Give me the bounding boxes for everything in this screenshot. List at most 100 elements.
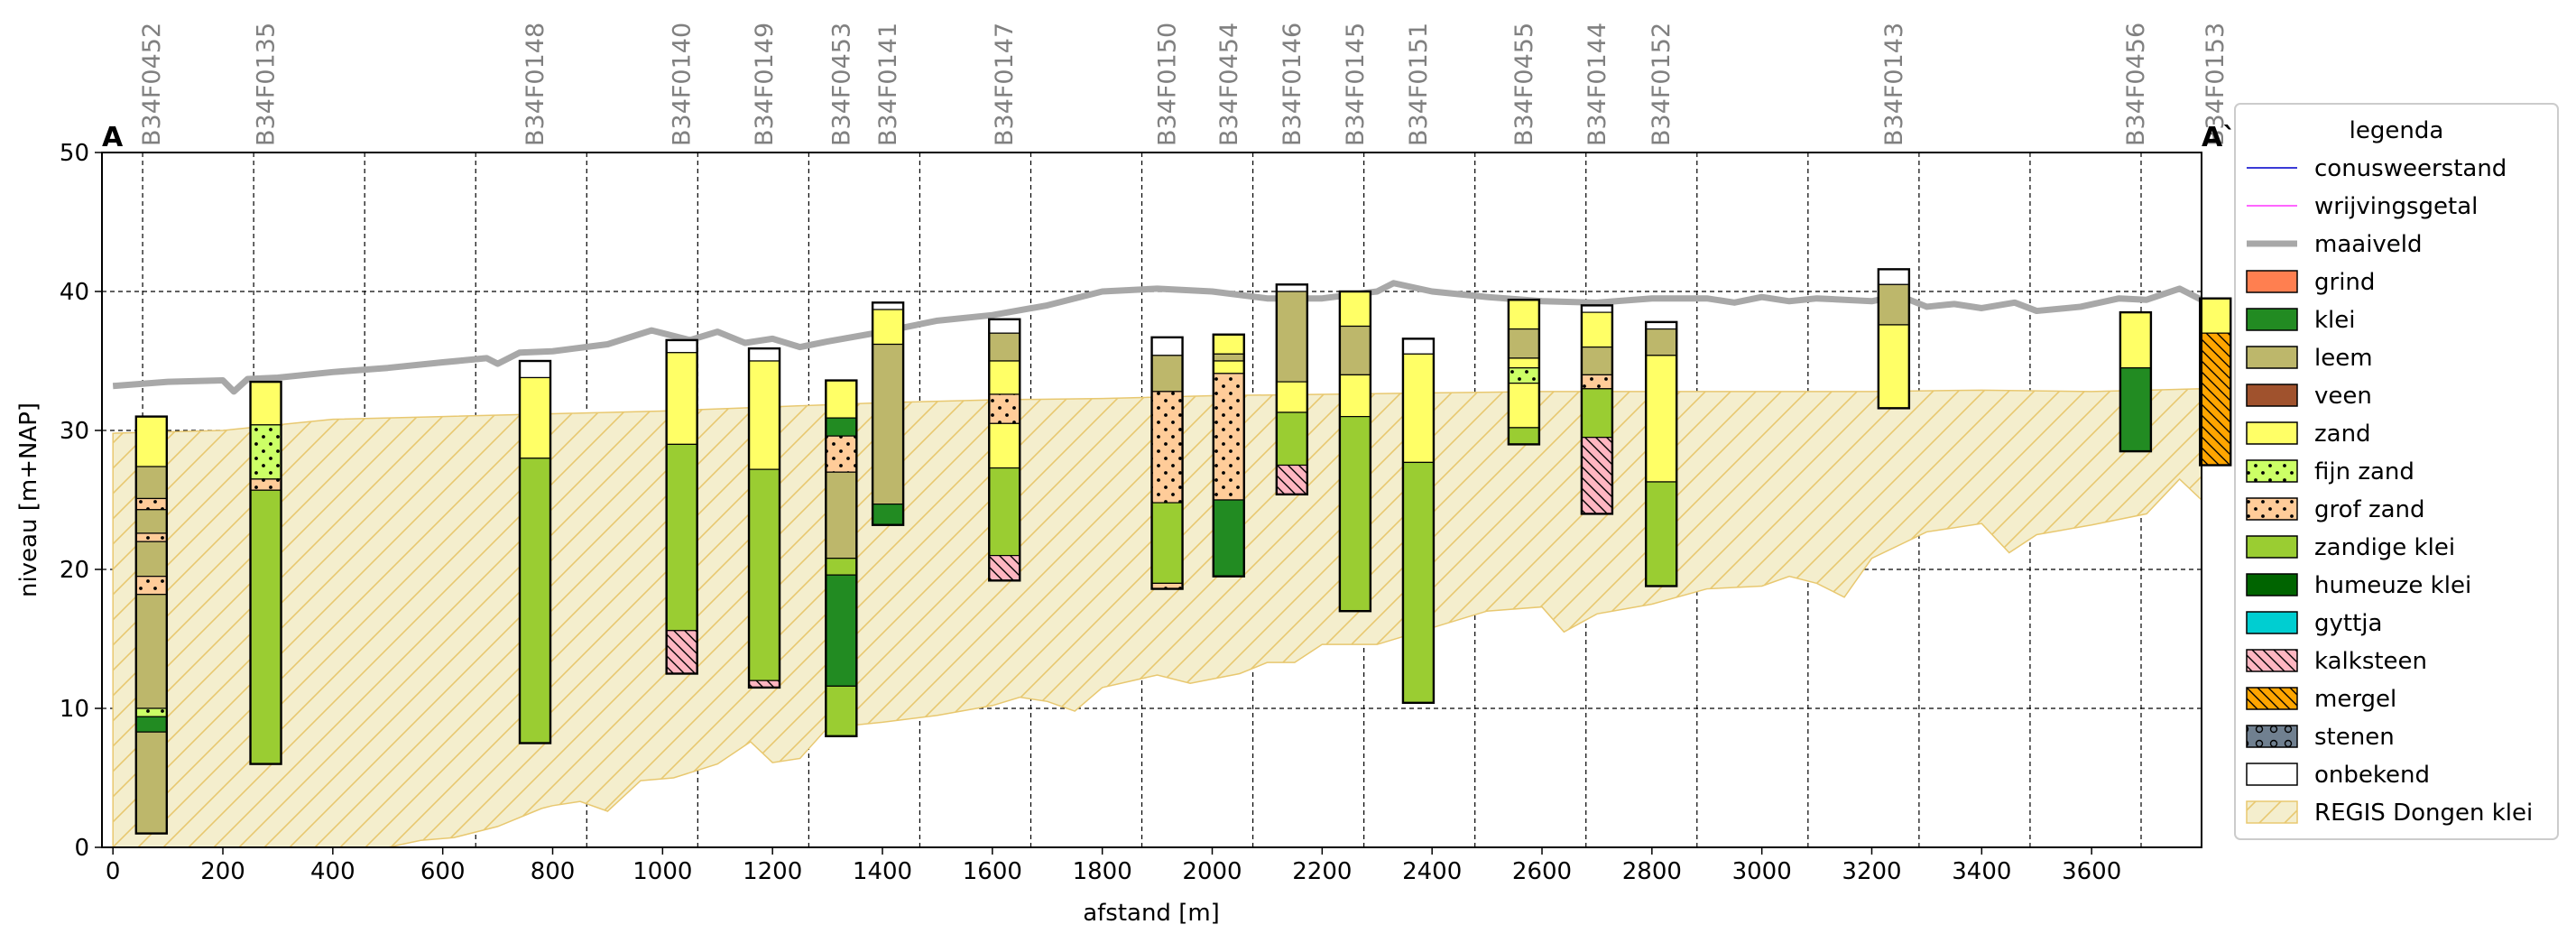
legend-label: maaiveld (2314, 231, 2423, 258)
borehole-layer (2119, 311, 2152, 369)
borehole-label: B34F0144 (1583, 23, 1611, 146)
legend-swatch (2246, 384, 2298, 407)
borehole-layer (1339, 291, 1371, 328)
borehole-layer (135, 716, 168, 733)
borehole-layer (988, 467, 1020, 557)
borehole-layer-hatch (1213, 373, 1244, 500)
borehole-labels: B34F0452 B34F0135 B34F0148 B34F0140 B34F0149… (138, 23, 2230, 146)
legend-swatch (2246, 611, 2298, 634)
plot-frame (101, 152, 2202, 848)
borehole-outline (2199, 297, 2232, 467)
borehole-layer (1581, 388, 1613, 439)
borehole-column (2199, 297, 2232, 467)
borehole-outline (1401, 337, 1436, 705)
borehole-column (1507, 299, 1541, 446)
borehole-column (1150, 336, 1184, 590)
legend-swatch (2246, 346, 2298, 369)
borehole-layer (1508, 383, 1540, 429)
borehole-layer (1645, 355, 1677, 483)
legend-label: klei (2314, 307, 2356, 334)
borehole-layer-hatch (989, 555, 1020, 581)
legend-item: conusweerstand (2247, 155, 2507, 182)
legend-swatch-hatch (2247, 460, 2297, 482)
legend-swatch-hatch (2247, 650, 2297, 671)
borehole-layer (135, 541, 168, 578)
x-axis-label: afstand [m] (1083, 900, 1220, 927)
borehole-layer (666, 443, 698, 632)
borehole-layer (1878, 324, 1910, 409)
section-start-label: A (102, 122, 124, 153)
borehole-column (1338, 290, 1372, 613)
borehole-layer-hatch (826, 436, 857, 473)
borehole-label: B34F0453 (827, 23, 855, 146)
legend-swatch-hatch (2247, 801, 2297, 823)
borehole-outline (1580, 304, 1614, 515)
legend-label: grof zand (2314, 496, 2425, 523)
borehole-column (134, 415, 169, 835)
borehole-layer-hatch (1151, 583, 1183, 589)
borehole-layer (825, 471, 857, 559)
regis-layer (112, 388, 2202, 847)
borehole-outline (1507, 299, 1541, 446)
legend-label: veen (2314, 383, 2372, 410)
borehole-layer-hatch (666, 630, 697, 674)
borehole-label: B34F0140 (669, 23, 697, 146)
legend-label: wrijvingsgetal (2314, 193, 2478, 220)
borehole-layer (748, 360, 780, 470)
borehole-label: B34F0152 (1648, 23, 1676, 146)
borehole-layer (1878, 283, 1910, 326)
section-end-label: A` (2202, 122, 2236, 153)
borehole-column (1401, 337, 1436, 705)
legend-swatch-hatch (2247, 498, 2297, 520)
borehole-layer-hatch (1581, 437, 1612, 514)
legend-swatch (2246, 763, 2298, 786)
y-axis-label: niveau [m+NAP] (15, 402, 42, 597)
borehole-layer-hatch (1508, 367, 1539, 384)
borehole-layer (2119, 367, 2152, 452)
maaiveld-layer (112, 280, 2202, 395)
legend: legenda conusweerstand wrijvingsgetal maai… (2234, 103, 2559, 840)
borehole-layer (1645, 328, 1677, 356)
legend-item: onbekend (2246, 762, 2430, 789)
borehole-label: B34F0135 (253, 23, 281, 146)
borehole-label: B34F0149 (751, 23, 779, 146)
x-tick-label: 800 (531, 858, 576, 885)
legend-label: fijn zand (2314, 458, 2414, 485)
borehole-layer (135, 731, 168, 835)
borehole-column (1877, 268, 1911, 410)
borehole-layer-hatch (135, 576, 167, 595)
borehole-label: B34F0452 (138, 23, 166, 146)
borehole-layer (1213, 360, 1245, 374)
borehole-layer (1150, 355, 1184, 393)
borehole-outline (249, 380, 282, 765)
x-tick-label: 2000 (1182, 858, 1242, 885)
legend-item: zand (2246, 421, 2371, 448)
borehole-layer (1213, 499, 1245, 578)
borehole-layer (748, 347, 780, 362)
y-tick-label: 0 (74, 835, 89, 862)
legend-item: zandige klei (2246, 534, 2455, 561)
legend-label: kalksteen (2314, 648, 2427, 675)
borehole-layer (1276, 291, 1308, 383)
legend-item: humeuze klei (2246, 572, 2471, 599)
borehole-layer (825, 685, 857, 737)
x-tick-label: 1400 (853, 858, 912, 885)
borehole-label: B34F0146 (1279, 23, 1306, 146)
x-tick-label: 200 (200, 858, 245, 885)
legend-item: fijn zand (2246, 458, 2414, 485)
borehole-layer (1402, 461, 1435, 704)
y-tick-label: 20 (60, 557, 89, 584)
borehole-label: B34F0456 (2122, 23, 2150, 146)
borehole-layer (135, 416, 168, 467)
borehole-layer (1150, 502, 1184, 585)
borehole-layer (135, 466, 168, 500)
borehole-layer (1213, 334, 1245, 355)
legend-item: klei (2246, 307, 2356, 334)
borehole-column (747, 347, 781, 689)
legend-swatch (2246, 573, 2298, 596)
borehole-layer (249, 489, 282, 765)
borehole-layer-hatch (2200, 333, 2231, 466)
borehole-layer (135, 509, 168, 534)
borehole-layer-hatch (1276, 465, 1307, 495)
